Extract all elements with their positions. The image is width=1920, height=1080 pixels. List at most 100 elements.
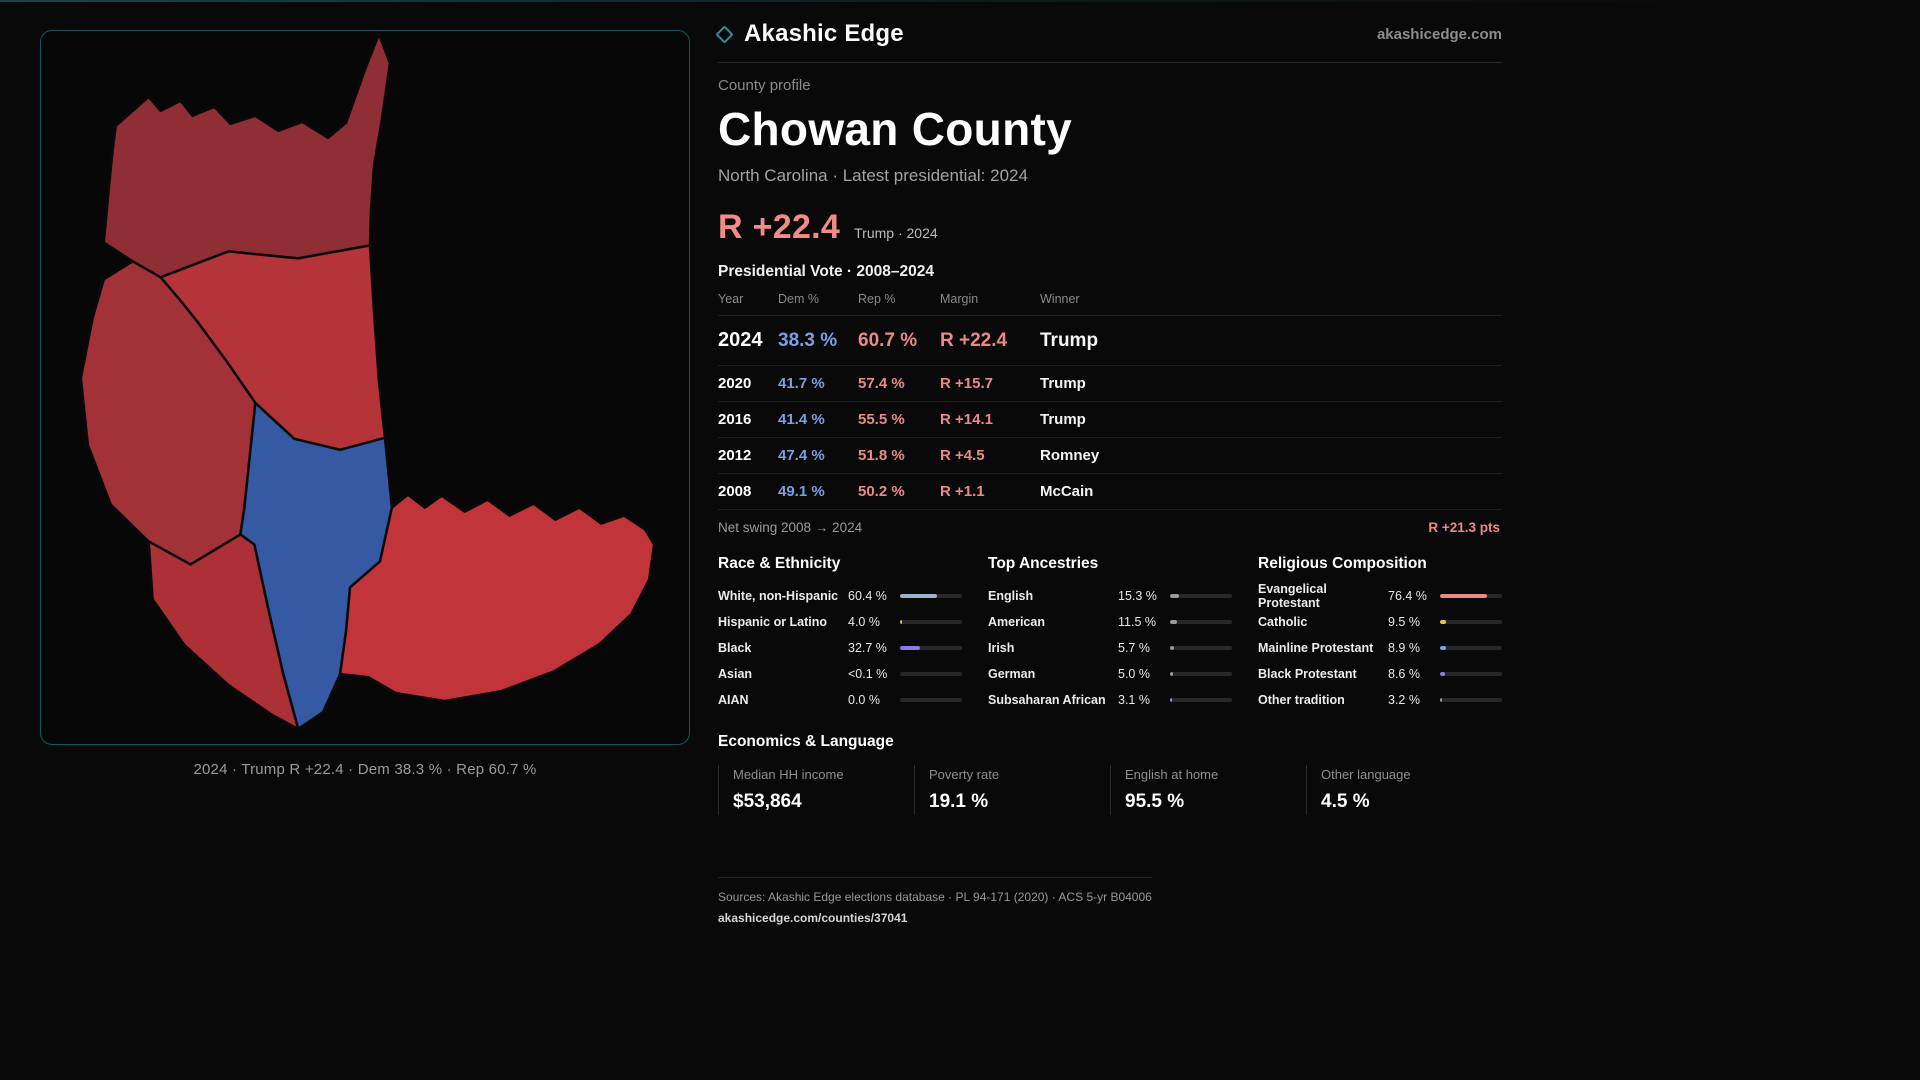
col-winner: Winner [1040, 292, 1080, 306]
stat-value: 19.1 % [929, 791, 989, 812]
margin-headline: R +22.4 Trump · 2024 [718, 208, 1502, 247]
stat-median-income: Median HH income $53,864 [718, 765, 914, 815]
precinct-south[interactable] [147, 533, 300, 731]
cell-rep: 50.2 % [858, 473, 940, 509]
demo-value: 8.9 % [1388, 641, 1420, 655]
demo-bar-track [900, 646, 962, 650]
stat-value: 4.5 % [1321, 791, 1370, 812]
demo-label: Asian [718, 667, 753, 681]
county-url-link[interactable]: akashicedge.com/counties/37041 [718, 911, 908, 925]
demo-bar-fill [1440, 620, 1446, 624]
demo-value: 9.5 % [1388, 615, 1420, 629]
county-map-panel [40, 30, 690, 745]
demo-row: Black Protestant 8.6 % [1258, 661, 1502, 687]
margin-note: Trump · 2024 [854, 225, 938, 241]
demo-bar-fill [1440, 646, 1446, 650]
page-top-accent [0, 0, 1920, 2]
table-row: 2012 47.4 % 51.8 % R +4.5 Romney [718, 437, 1502, 474]
vote-table-title: Presidential Vote · 2008–2024 [718, 263, 934, 280]
demo-bar-track [900, 672, 962, 676]
table-row: 2020 41.7 % 57.4 % R +15.7 Trump [718, 365, 1502, 402]
demo-value: 5.0 % [1118, 667, 1150, 681]
cell-winner: Trump [1040, 365, 1502, 402]
demo-row: AIAN 0.0 % [718, 687, 962, 713]
demo-row: Mainline Protestant 8.9 % [1258, 635, 1502, 661]
stat-english-home: English at home 95.5 % [1110, 765, 1306, 815]
demo-row: Asian <0.1 % [718, 661, 962, 687]
eyebrow-label: County profile [718, 77, 811, 94]
demo-bar-track [1440, 594, 1502, 598]
cell-winner: McCain [1040, 473, 1502, 509]
precinct-north[interactable] [102, 32, 392, 279]
net-swing-row: Net swing 2008 → 2024 R +21.3 pts [718, 509, 1502, 543]
demo-label: AIAN [718, 693, 749, 707]
demo-label: German [988, 667, 1036, 681]
demo-bar-track [1440, 646, 1502, 650]
demo-bar-fill [1440, 594, 1488, 598]
demo-bar-fill [1170, 620, 1178, 624]
demo-row: English 15.3 % [988, 583, 1232, 609]
col-rep: Rep % [858, 292, 896, 306]
demo-value: 0.0 % [848, 693, 880, 707]
demo-bar-fill [1170, 698, 1172, 702]
site-link[interactable]: akashicedge.com [1376, 25, 1502, 43]
demo-label: English [988, 589, 1034, 603]
cell-margin: R +4.5 [940, 437, 1040, 474]
race-ethnicity-group: Race & Ethnicity White, non-Hispanic 60.… [718, 551, 962, 713]
table-row: 2016 41.4 % 55.5 % R +14.1 Trump [718, 401, 1502, 438]
cell-dem: 49.1 % [778, 473, 858, 509]
demo-bar-fill [900, 594, 938, 598]
stat-value: $53,864 [733, 791, 802, 812]
precinct-east[interactable] [338, 493, 656, 703]
demo-row: German 5.0 % [988, 661, 1232, 687]
cell-winner: Trump [1040, 315, 1502, 366]
demo-row: White, non-Hispanic 60.4 % [718, 583, 962, 609]
demo-label: Subsaharan African [988, 693, 1106, 707]
demo-bar-track [1440, 672, 1502, 676]
cell-margin: R +15.7 [940, 365, 1040, 402]
demo-bar-track [900, 698, 962, 702]
demographics-grid: Race & Ethnicity White, non-Hispanic 60.… [718, 551, 1502, 713]
demo-label: Black Protestant [1258, 667, 1357, 681]
cell-winner: Trump [1040, 401, 1502, 438]
demo-bar-track [1440, 620, 1502, 624]
vote-table: Year Dem % Rep % Margin Winner 2024 38.3… [718, 283, 1502, 509]
demo-row: Other tradition 3.2 % [1258, 687, 1502, 713]
demo-value: 15.3 % [1118, 589, 1157, 603]
margin-value: R +22.4 [718, 208, 841, 246]
demo-bar-track [1440, 698, 1502, 702]
net-swing-value: R +21.3 pts [1428, 520, 1500, 535]
demo-bar-fill [1170, 594, 1180, 598]
demo-bar-fill [1170, 672, 1174, 676]
stat-value: 95.5 % [1125, 791, 1185, 812]
demo-label: Irish [988, 641, 1015, 655]
demo-row: Subsaharan African 3.1 % [988, 687, 1232, 713]
map-side: 2024 · Trump R +22.4 · Dem 38.3 % · Rep … [0, 0, 690, 1080]
demo-value: 3.1 % [1118, 693, 1150, 707]
demo-label: Black [718, 641, 752, 655]
cell-dem: 41.4 % [778, 401, 858, 438]
demo-value: 11.5 % [1118, 615, 1156, 629]
demo-bar-track [1170, 620, 1232, 624]
demo-value: 5.7 % [1118, 641, 1150, 655]
group-title: Top Ancestries [988, 555, 1099, 572]
cell-year: 2020 [718, 365, 778, 402]
demo-label: Other tradition [1258, 693, 1345, 707]
demo-label: Catholic [1258, 615, 1308, 629]
demo-value: 76.4 % [1388, 589, 1427, 603]
net-swing-label: Net swing 2008 → 2024 [718, 520, 863, 535]
page-subtitle: North Carolina · Latest presidential: 20… [718, 166, 1028, 185]
demo-value: 4.0 % [848, 615, 880, 629]
demo-label: Hispanic or Latino [718, 615, 828, 629]
sources-line: Sources: Akashic Edge elections database… [718, 890, 1152, 904]
demo-row: Hispanic or Latino 4.0 % [718, 609, 962, 635]
table-row: 2008 49.1 % 50.2 % R +1.1 McCain [718, 473, 1502, 509]
stat-poverty-rate: Poverty rate 19.1 % [914, 765, 1110, 815]
content-panel: Akashic Edge akashicedge.com County prof… [690, 0, 1502, 1080]
demo-bar-track [900, 620, 962, 624]
stat-label: Other language [1321, 767, 1411, 782]
page-title: Chowan County [718, 103, 1072, 155]
cell-dem: 47.4 % [778, 437, 858, 474]
demo-row: Catholic 9.5 % [1258, 609, 1502, 635]
vote-table-header: Year Dem % Rep % Margin Winner [718, 283, 1502, 316]
